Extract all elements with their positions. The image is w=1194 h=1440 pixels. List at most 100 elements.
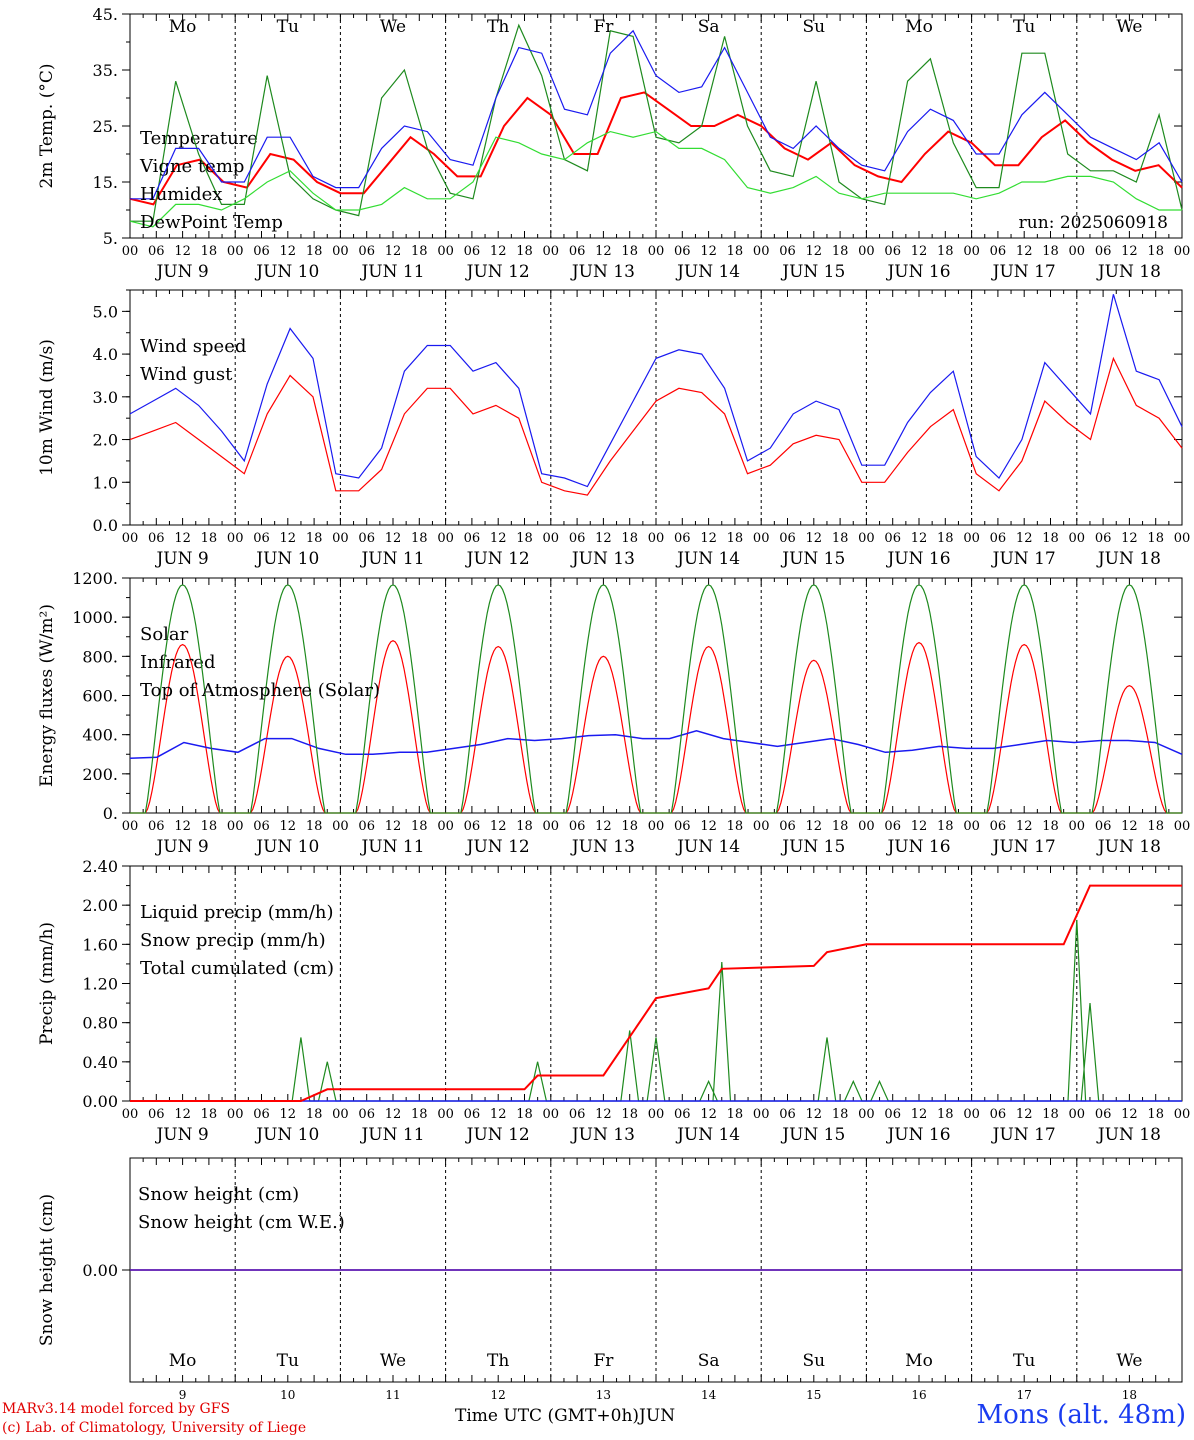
credit-line-2: (c) Lab. of Climatology, University of L… [2, 1420, 307, 1436]
hour-tick-label: 00 [1174, 531, 1191, 546]
date-label: JUN 12 [465, 1125, 530, 1145]
plot-frame [129, 13, 1183, 239]
legend-entry: Humidex [140, 184, 222, 205]
panel-4: 0.00 0.40 0.80 1.20 1.60 2.00 2.40 Precip (mm/h… [37, 857, 1190, 1145]
hour-tick-label: 12 [490, 244, 507, 259]
x-axis-month: JUN [639, 1406, 676, 1426]
hour-tick-label: 18 [411, 819, 428, 834]
date-label: JUN 9 [154, 837, 208, 857]
y-tick-label: 45. [93, 5, 118, 24]
x-axis-title-text: Time UTC (GMT+0h) [455, 1406, 640, 1426]
hour-tick-label: 00 [648, 819, 665, 834]
y-tick-label: 1.20 [82, 975, 118, 994]
day-label-bottom: Mo [169, 1351, 197, 1371]
day-label-top: Fr [593, 17, 614, 37]
date-label: JUN 10 [254, 549, 319, 569]
hour-tick-label: 06 [464, 1107, 481, 1122]
series-line [129, 91, 1183, 206]
hour-tick-label: 00 [1069, 1107, 1086, 1122]
date-label: JUN 14 [675, 262, 740, 282]
date-label: JUN 14 [675, 837, 740, 857]
hour-tick-label: 00 [332, 531, 349, 546]
hour-tick-label: 06 [779, 819, 796, 834]
hour-tick-label: 00 [227, 531, 244, 546]
hour-tick-label: 18 [832, 244, 849, 259]
hour-tick-label: 00 [543, 531, 560, 546]
hour-tick-label: 18 [621, 244, 638, 259]
hour-tick-label: 06 [990, 531, 1007, 546]
day-label-top: We [380, 17, 406, 37]
hour-tick-label: 00 [1174, 819, 1191, 834]
y-tick-label: 200. [82, 765, 118, 784]
day-date-label: 14 [701, 1388, 717, 1402]
hour-tick-label: 06 [569, 244, 586, 259]
hour-tick-label: 18 [201, 1107, 218, 1122]
toa-day-curve [445, 584, 551, 814]
date-label: JUN 16 [885, 1125, 950, 1145]
hour-tick-label: 06 [779, 531, 796, 546]
hour-tick-label: 06 [779, 1107, 796, 1122]
panel-3: 0. 200. 400. 600. 800. 1000. 1200. Energy fluxe… [37, 569, 1190, 857]
date-label: JUN 12 [465, 549, 530, 569]
hour-tick-label: 00 [332, 819, 349, 834]
hour-tick-label: 18 [832, 819, 849, 834]
hour-tick-label: 06 [884, 1107, 901, 1122]
legend-entry: Wind gust [140, 364, 233, 385]
hour-tick-label: 12 [595, 244, 612, 259]
toa-day-curve [866, 584, 972, 814]
hour-tick-label: 00 [122, 1107, 139, 1122]
day-label-top: Th [487, 17, 509, 37]
hour-tick-label: 18 [201, 244, 218, 259]
hour-tick-label: 00 [437, 1107, 454, 1122]
day-label-top: Sa [698, 17, 720, 37]
y-tick-label: 4.0 [93, 345, 118, 364]
hour-tick-label: 00 [543, 819, 560, 834]
hour-tick-label: 12 [1121, 1107, 1138, 1122]
hour-tick-label: 18 [1147, 531, 1164, 546]
date-label: JUN 14 [675, 1125, 740, 1145]
y-tick-label: 0.00 [82, 1261, 118, 1280]
y-tick-label: 35. [93, 61, 118, 80]
hour-tick-label: 06 [1095, 819, 1112, 834]
hour-tick-label: 06 [674, 244, 691, 259]
hour-tick-label: 18 [306, 819, 323, 834]
hour-tick-label: 12 [280, 819, 297, 834]
hour-tick-label: 18 [516, 244, 533, 259]
hour-tick-label: 12 [385, 244, 402, 259]
hour-tick-label: 18 [1042, 244, 1059, 259]
hour-tick-label: 00 [227, 1107, 244, 1122]
hour-tick-label: 12 [490, 531, 507, 546]
hour-tick-label: 12 [1121, 819, 1138, 834]
hour-tick-label: 06 [990, 1107, 1007, 1122]
y-tick-label: 0.40 [82, 1053, 118, 1072]
hour-tick-label: 12 [385, 1107, 402, 1122]
day-label-top: Tu [1013, 17, 1035, 37]
hour-tick-label: 06 [674, 819, 691, 834]
hour-tick-label: 12 [911, 1107, 928, 1122]
hour-tick-label: 00 [963, 819, 980, 834]
toa-day-curve [761, 584, 867, 814]
hour-tick-label: 18 [306, 244, 323, 259]
day-date-label: 15 [806, 1388, 821, 1402]
hour-tick-label: 18 [411, 244, 428, 259]
hour-tick-label: 00 [1174, 1107, 1191, 1122]
hour-tick-label: 18 [516, 819, 533, 834]
hour-tick-label: 06 [569, 819, 586, 834]
hour-tick-label: 12 [911, 244, 928, 259]
hour-tick-label: 06 [884, 819, 901, 834]
y-tick-label: 1.0 [93, 473, 118, 492]
hour-tick-label: 18 [306, 531, 323, 546]
hour-tick-label: 06 [148, 531, 165, 546]
date-label: JUN 13 [570, 549, 635, 569]
series-line [129, 356, 1183, 496]
hour-tick-label: 18 [937, 244, 954, 259]
hour-tick-label: 00 [332, 244, 349, 259]
date-label: JUN 11 [359, 1125, 424, 1145]
series-line [129, 294, 1183, 488]
legend-entry: Snow height (cm W.E.) [138, 1212, 345, 1233]
hour-tick-label: 12 [595, 1107, 612, 1122]
date-label: JUN 16 [885, 549, 950, 569]
hour-tick-label: 18 [937, 1107, 954, 1122]
solar-day-curve [656, 645, 762, 814]
y-tick-label: 25. [93, 117, 118, 136]
